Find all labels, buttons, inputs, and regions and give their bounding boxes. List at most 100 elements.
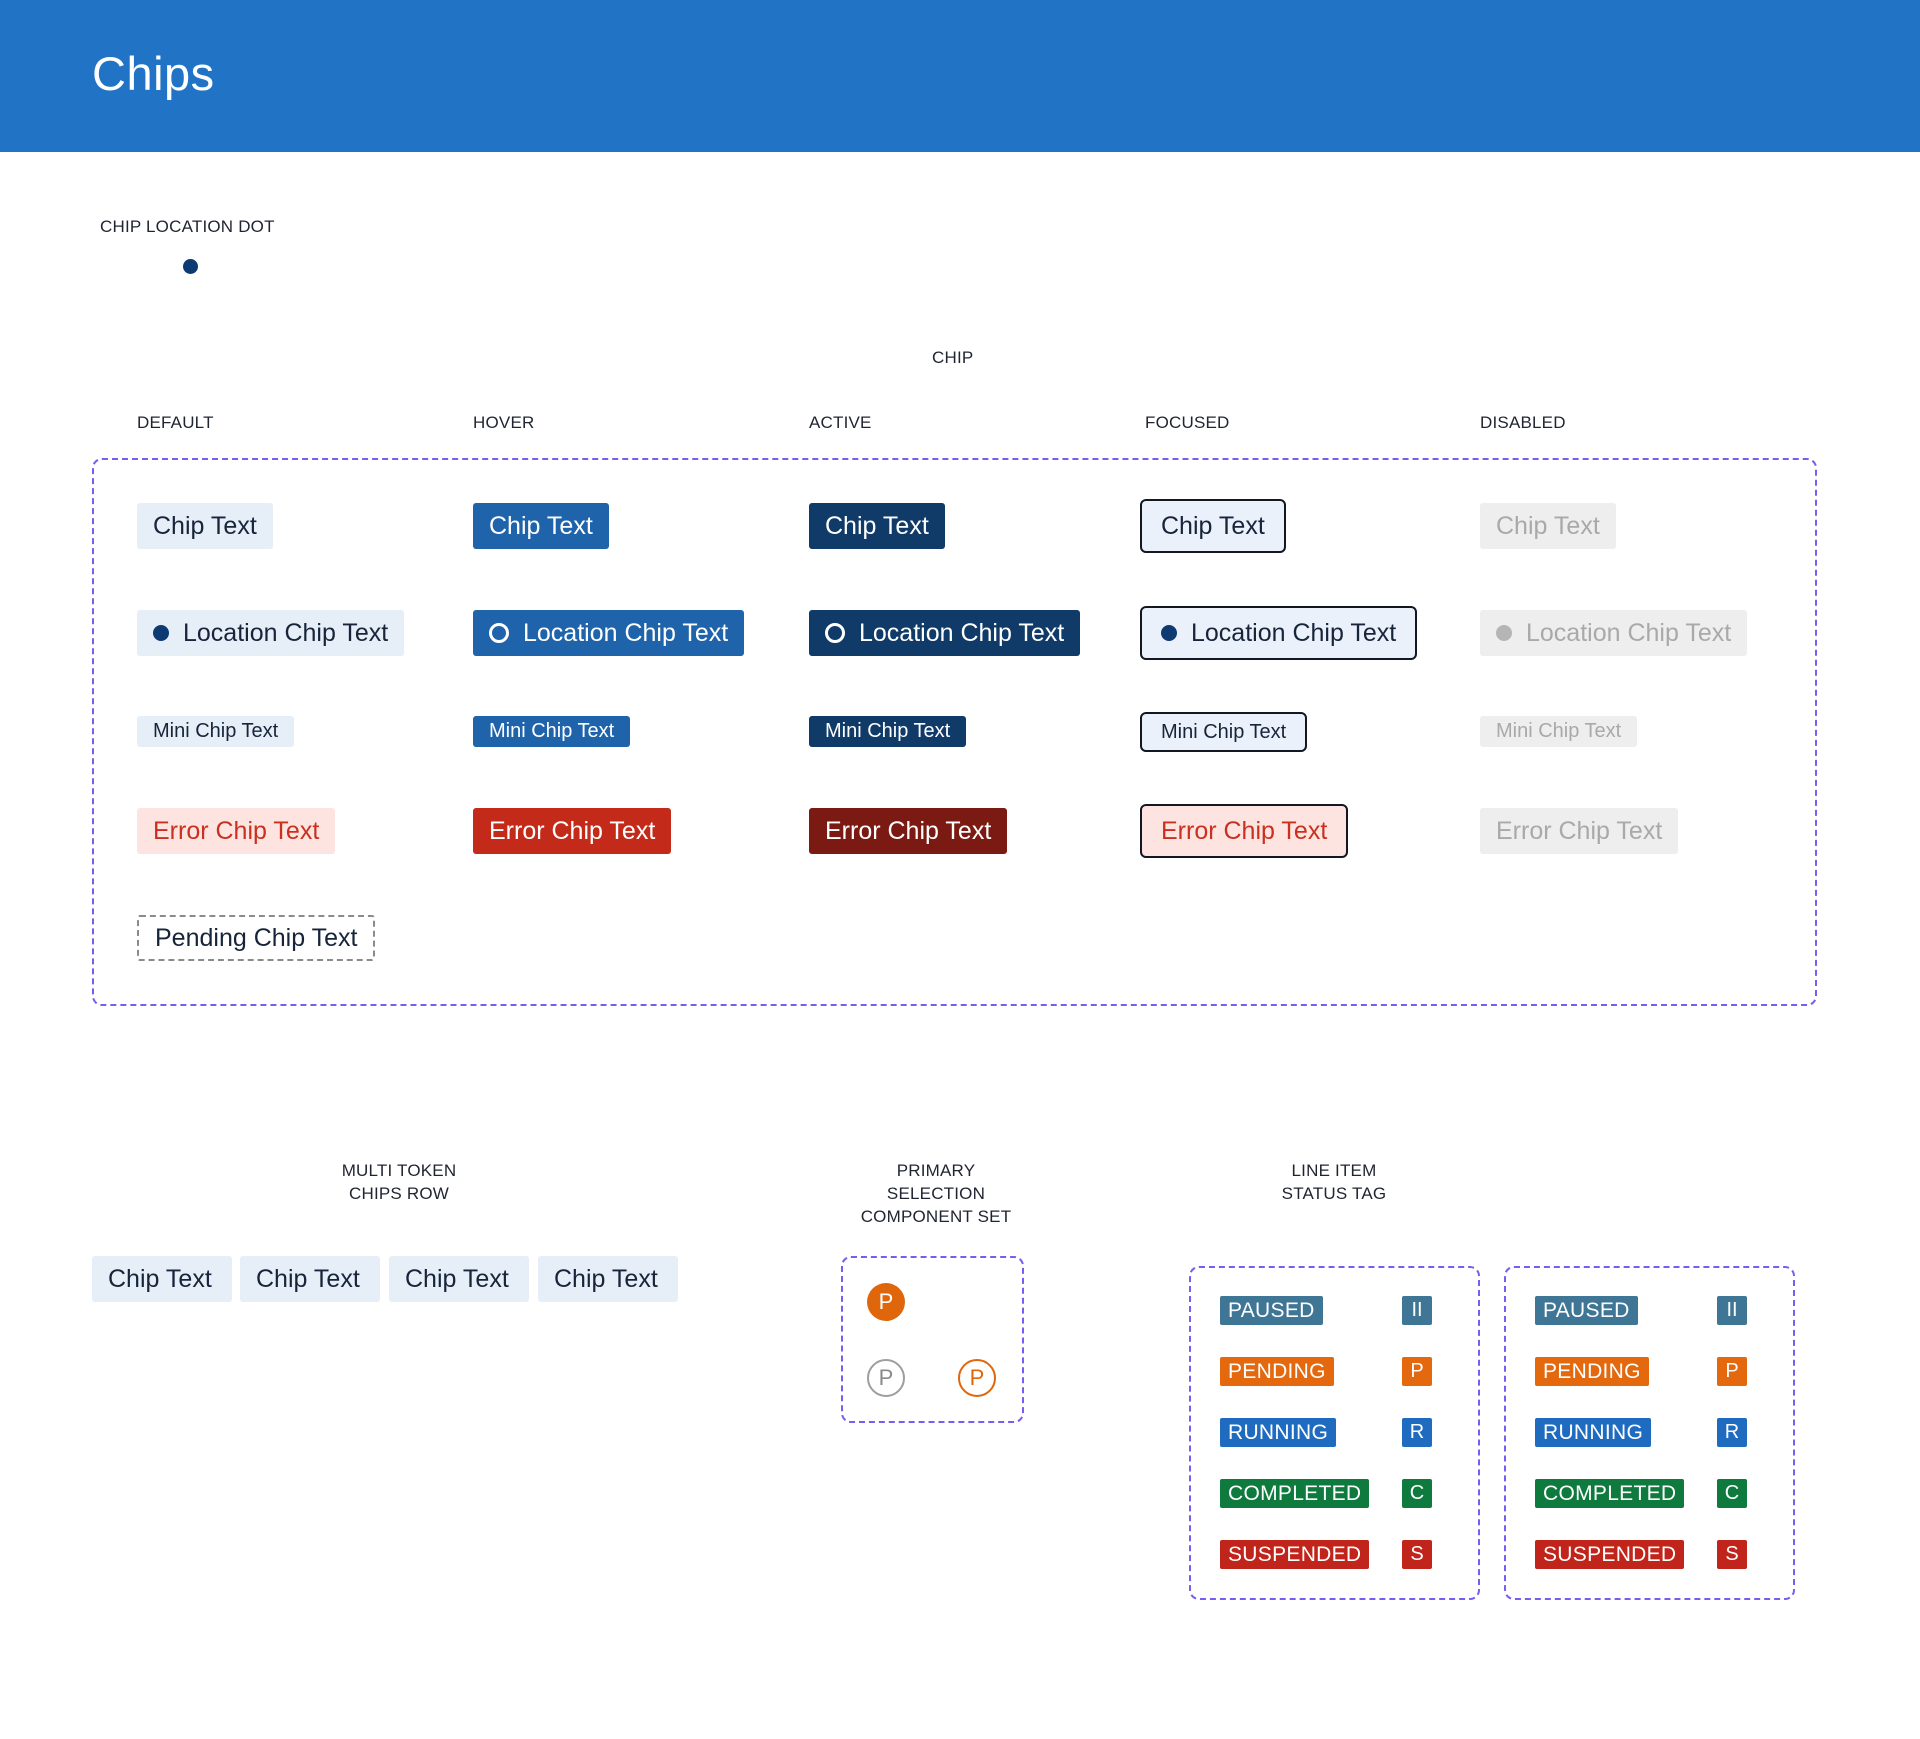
chip-label: Chip Text	[825, 511, 929, 540]
chip-label: Chip Text	[108, 1264, 212, 1293]
page-header: Chips	[0, 0, 1920, 152]
chip-label: Chip Text	[405, 1264, 509, 1293]
chip-label: Error Chip Text	[1161, 816, 1328, 845]
primary-selection-outline-icon[interactable]: P	[958, 1359, 996, 1397]
location-chip-active[interactable]: Location Chip Text	[809, 610, 1081, 656]
tag-label: PENDING	[1228, 1359, 1326, 1383]
chip-label: Mini Chip Text	[489, 720, 615, 742]
label-line: MULTI TOKEN	[341, 1161, 457, 1180]
status-tag-pending: PENDING	[1220, 1357, 1334, 1386]
tag-short: P	[1725, 1360, 1739, 1382]
error-chip-default[interactable]: Error Chip Text	[137, 808, 336, 854]
tag-label: RUNNING	[1543, 1420, 1644, 1444]
error-chip-hover[interactable]: Error Chip Text	[473, 808, 672, 854]
tag-short: R	[1724, 1421, 1740, 1443]
chip-focused[interactable]: Chip Text	[1140, 499, 1286, 553]
chip-active[interactable]: Chip Text	[809, 503, 945, 549]
mini-chip-hover[interactable]: Mini Chip Text	[473, 716, 631, 747]
chip-label: Pending Chip Text	[155, 923, 358, 952]
status-tag-suspended: SUSPENDED	[1535, 1540, 1685, 1569]
page-title: Chips	[92, 47, 215, 100]
location-ring-icon	[825, 623, 845, 643]
primary-selection-unselected-icon[interactable]: P	[867, 1359, 905, 1397]
section-label-multi-token: MULTI TOKEN CHIPS ROW	[299, 1159, 499, 1205]
mini-chip-focused[interactable]: Mini Chip Text	[1140, 712, 1308, 752]
location-chip-default[interactable]: Location Chip Text	[137, 610, 405, 656]
tag-label: PENDING	[1543, 1359, 1641, 1383]
location-chip-focused[interactable]: Location Chip Text	[1140, 606, 1418, 660]
location-dot-icon	[183, 259, 198, 274]
selection-letter: P	[878, 1289, 894, 1314]
status-tag-set-2	[1504, 1266, 1795, 1600]
mini-chip-default[interactable]: Mini Chip Text	[137, 716, 295, 747]
tag-label: COMPLETED	[1228, 1481, 1362, 1505]
section-label-primary-selection: PRIMARY SELECTION COMPONENT SET	[836, 1159, 1036, 1228]
chip-label: Location Chip Text	[1191, 618, 1397, 647]
status-tag-paused: PAUSED	[1535, 1296, 1638, 1325]
chip-label: Chip Text	[554, 1264, 658, 1293]
tag-short: II	[1726, 1299, 1738, 1321]
location-dot-icon	[1161, 625, 1177, 641]
chip-label: Mini Chip Text	[1496, 720, 1622, 742]
state-label-disabled: DISABLED	[1480, 413, 1566, 432]
status-tag-completed-short: C	[1402, 1479, 1432, 1508]
error-chip-active[interactable]: Error Chip Text	[809, 808, 1008, 854]
location-chip-hover[interactable]: Location Chip Text	[473, 610, 745, 656]
chip-default[interactable]: Chip Text	[137, 503, 273, 549]
tag-label: PAUSED	[1543, 1298, 1630, 1322]
state-label-active: ACTIVE	[809, 413, 872, 432]
mini-chip-active[interactable]: Mini Chip Text	[809, 716, 967, 747]
token-chip[interactable]: Chip Text	[240, 1256, 380, 1302]
status-tag-paused: PAUSED	[1220, 1296, 1323, 1325]
token-chip[interactable]: Chip Text	[92, 1256, 232, 1302]
location-dot-icon	[153, 625, 169, 641]
section-label-line-item: LINE ITEM STATUS TAG	[1234, 1159, 1434, 1205]
state-label-focused: FOCUSED	[1145, 413, 1230, 432]
chip-label: Location Chip Text	[523, 618, 729, 647]
status-tag-completed-short: C	[1717, 1479, 1747, 1508]
status-tag-suspended-short: S	[1402, 1540, 1432, 1569]
status-tag-pending-short: P	[1402, 1357, 1432, 1386]
status-tag-pending-short: P	[1717, 1357, 1747, 1386]
status-tag-running-short: R	[1717, 1418, 1747, 1447]
location-dot-icon	[1496, 625, 1512, 641]
status-tag-running: RUNNING	[1535, 1418, 1652, 1447]
chip-label: Mini Chip Text	[825, 720, 951, 742]
chip-disabled: Chip Text	[1480, 503, 1616, 549]
primary-selection-container	[841, 1256, 1024, 1423]
label-line: CHIPS ROW	[348, 1184, 450, 1203]
tag-label: PAUSED	[1228, 1298, 1315, 1322]
section-label-chip: CHIP	[932, 348, 974, 367]
token-chip[interactable]: Chip Text	[389, 1256, 529, 1302]
token-chip[interactable]: Chip Text	[538, 1256, 678, 1302]
label-line: STATUS TAG	[1281, 1184, 1387, 1203]
chip-label: Chip Text	[1161, 511, 1265, 540]
label-line: LINE ITEM	[1291, 1161, 1377, 1180]
pending-chip[interactable]: Pending Chip Text	[137, 915, 376, 961]
chip-label: Location Chip Text	[183, 618, 389, 647]
tag-short: R	[1409, 1421, 1425, 1443]
pause-icon: II	[1717, 1296, 1747, 1325]
pause-icon: II	[1402, 1296, 1432, 1325]
label-line: COMPONENT SET	[860, 1207, 1012, 1226]
state-label-hover: HOVER	[473, 413, 535, 432]
chip-label: Error Chip Text	[1496, 816, 1663, 845]
label-line: SELECTION	[886, 1184, 986, 1203]
tag-label: SUSPENDED	[1228, 1542, 1362, 1566]
chip-label: Chip Text	[1496, 511, 1600, 540]
label-line: PRIMARY	[896, 1161, 976, 1180]
chip-label: Chip Text	[256, 1264, 360, 1293]
chip-label: Location Chip Text	[1526, 618, 1732, 647]
chip-label: Error Chip Text	[489, 816, 656, 845]
chip-hover[interactable]: Chip Text	[473, 503, 609, 549]
chip-label: Error Chip Text	[825, 816, 992, 845]
chip-states-container	[92, 458, 1817, 1006]
tag-short: P	[1410, 1360, 1424, 1382]
error-chip-focused[interactable]: Error Chip Text	[1140, 804, 1349, 858]
status-tag-set-1	[1189, 1266, 1480, 1600]
chip-label: Location Chip Text	[859, 618, 1065, 647]
status-tag-suspended-short: S	[1717, 1540, 1747, 1569]
status-tag-completed: COMPLETED	[1220, 1479, 1370, 1508]
status-tag-suspended: SUSPENDED	[1220, 1540, 1370, 1569]
primary-selection-filled-icon[interactable]: P	[867, 1283, 905, 1321]
